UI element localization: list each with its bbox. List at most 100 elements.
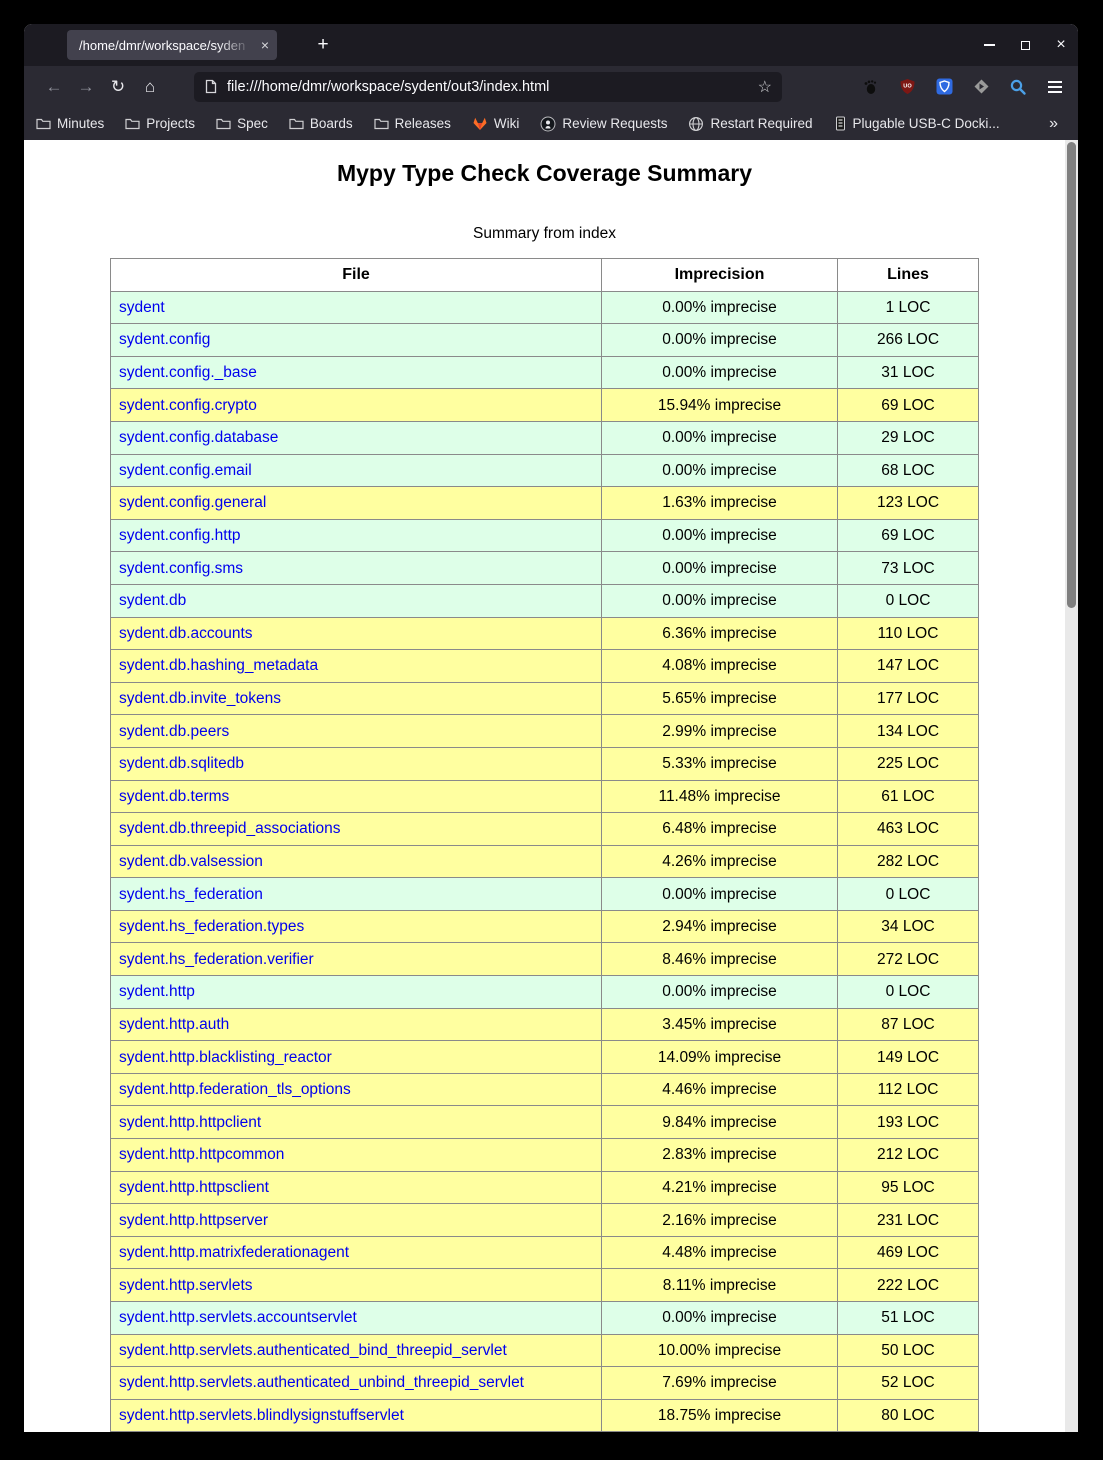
imprecision-cell: 6.36% imprecise xyxy=(601,616,838,651)
gnome-foot-icon[interactable] xyxy=(861,78,879,96)
bookmark-star-icon[interactable]: ☆ xyxy=(757,78,772,96)
file-link[interactable]: sydent.config.general xyxy=(119,494,267,512)
bookmark-projects[interactable]: Projects xyxy=(125,116,195,131)
folder-icon xyxy=(289,117,304,130)
url-bar[interactable]: file:///home/dmr/workspace/sydent/out3/i… xyxy=(194,71,782,102)
scrollbar-thumb[interactable] xyxy=(1067,142,1076,608)
file-link[interactable]: sydent.hs_federation.verifier xyxy=(119,950,314,968)
file-link[interactable]: sydent.http xyxy=(119,983,195,1001)
file-cell: sydent.http.matrixfederationagent xyxy=(110,1235,602,1270)
file-link[interactable]: sydent.config._base xyxy=(119,364,257,382)
file-link[interactable]: sydent.http.federation_tls_options xyxy=(119,1081,351,1099)
file-cell: sydent.db.hashing_metadata xyxy=(110,649,602,683)
file-link[interactable]: sydent.hs_federation xyxy=(119,885,263,903)
table-row: sydent.hs_federation 0.00% imprecise 0 L… xyxy=(110,877,979,911)
file-link[interactable]: sydent.db.terms xyxy=(119,787,230,805)
lines-cell: 0 LOC xyxy=(837,583,979,618)
file-link[interactable]: sydent.db.threepid_associations xyxy=(119,820,341,838)
maximize-button[interactable] xyxy=(1018,38,1032,52)
bookmark-restart-required[interactable]: Restart Required xyxy=(688,116,813,132)
menu-icon[interactable] xyxy=(1046,78,1064,96)
file-link[interactable]: sydent.hs_federation.types xyxy=(119,918,305,936)
bitwarden-icon[interactable] xyxy=(935,78,953,96)
file-link[interactable]: sydent.http.httpcommon xyxy=(119,1146,285,1164)
lines-cell: 61 LOC xyxy=(837,779,979,814)
file-link[interactable]: sydent.http.servlets.blindlysignstuffser… xyxy=(119,1407,404,1425)
file-cell: sydent.db.invite_tokens xyxy=(110,681,602,716)
table-row: sydent 0.00% imprecise 1 LOC xyxy=(110,290,979,325)
file-link[interactable]: sydent xyxy=(119,298,165,316)
bookmark-review-requests[interactable]: Review Requests xyxy=(540,116,667,132)
file-cell: sydent.http.servlets.blindlysignstuffser… xyxy=(110,1398,602,1432)
file-link[interactable]: sydent.db.invite_tokens xyxy=(119,690,281,708)
file-link[interactable]: sydent.config.crypto xyxy=(119,396,257,414)
bookmark-minutes[interactable]: Minutes xyxy=(36,116,104,131)
file-link[interactable]: sydent.db xyxy=(119,592,187,610)
file-link[interactable]: sydent.config.http xyxy=(119,527,241,545)
file-link[interactable]: sydent.http.auth xyxy=(119,1015,230,1033)
file-link[interactable]: sydent.http.servlets.authenticated_bind_… xyxy=(119,1341,507,1359)
file-link[interactable]: sydent.config xyxy=(119,331,211,349)
file-link[interactable]: sydent.config.database xyxy=(119,429,279,447)
file-link[interactable]: sydent.db.sqlitedb xyxy=(119,755,244,773)
search-icon[interactable] xyxy=(1009,78,1027,96)
bookmark-wiki[interactable]: Wiki xyxy=(472,116,519,131)
ublock-origin-icon[interactable]: UO xyxy=(898,78,916,96)
page-icon xyxy=(204,79,218,94)
file-link[interactable]: sydent.http.blacklisting_reactor xyxy=(119,1048,332,1066)
bookmark-label: Projects xyxy=(146,116,196,131)
file-link[interactable]: sydent.db.peers xyxy=(119,722,230,740)
reload-icon[interactable]: ↻ xyxy=(110,76,126,96)
imprecision-cell: 7.69% imprecise xyxy=(601,1366,838,1400)
bookmark-spec[interactable]: Spec xyxy=(216,116,268,131)
file-link[interactable]: sydent.config.sms xyxy=(119,559,244,577)
plasma-integration-icon[interactable] xyxy=(972,78,990,96)
back-icon[interactable]: ← xyxy=(45,76,63,96)
file-cell: sydent.http.httpclient xyxy=(110,1105,602,1140)
close-button[interactable]: × xyxy=(1056,36,1066,53)
file-link[interactable]: sydent.http.httpsclient xyxy=(119,1178,269,1196)
file-link[interactable]: sydent.config.email xyxy=(119,461,252,479)
file-link[interactable]: sydent.http.servlets xyxy=(119,1276,253,1294)
file-link[interactable]: sydent.http.httpserver xyxy=(119,1211,269,1229)
folder-icon xyxy=(36,117,51,130)
device-icon xyxy=(834,116,847,131)
file-link[interactable]: sydent.http.matrixfederationagent xyxy=(119,1244,350,1262)
lines-cell: 51 LOC xyxy=(837,1301,979,1335)
bookmarks-overflow-icon[interactable]: » xyxy=(1049,114,1058,132)
file-cell: sydent.config.http xyxy=(110,518,602,553)
file-cell: sydent.http.servlets.authenticated_bind_… xyxy=(110,1333,602,1368)
tab-close-icon[interactable]: × xyxy=(260,37,269,53)
minimize-button[interactable] xyxy=(982,38,996,52)
file-link[interactable]: sydent.http.servlets.authenticated_unbin… xyxy=(119,1374,524,1392)
table-row: sydent.http.servlets.blindlysignstuffser… xyxy=(110,1398,979,1432)
file-cell: sydent.db xyxy=(110,583,602,618)
bookmark-boards[interactable]: Boards xyxy=(289,116,353,131)
imprecision-cell: 14.09% imprecise xyxy=(601,1040,838,1074)
new-tab-button[interactable]: + xyxy=(317,34,329,55)
table-row: sydent.http.matrixfederationagent 4.48% … xyxy=(110,1235,979,1270)
url-text[interactable]: file:///home/dmr/workspace/sydent/out3/i… xyxy=(227,78,550,95)
bookmark-releases[interactable]: Releases xyxy=(374,116,451,131)
file-cell: sydent.http.auth xyxy=(110,1007,602,1042)
file-link[interactable]: sydent.db.valsession xyxy=(119,852,263,870)
bookmark-plugable-dock[interactable]: Plugable USB-C Docki... xyxy=(834,116,1000,131)
globe-icon xyxy=(688,116,704,132)
imprecision-cell: 2.94% imprecise xyxy=(601,909,838,944)
home-icon[interactable]: ⌂ xyxy=(144,76,156,96)
lines-cell: 34 LOC xyxy=(837,909,979,944)
lines-cell: 469 LOC xyxy=(837,1235,979,1270)
forward-icon[interactable]: → xyxy=(77,76,95,96)
file-cell: sydent.config.email xyxy=(110,453,602,488)
file-link[interactable]: sydent.db.hashing_metadata xyxy=(119,657,319,675)
vertical-scrollbar[interactable] xyxy=(1065,140,1078,1432)
file-link[interactable]: sydent.db.accounts xyxy=(119,624,253,642)
file-cell: sydent.http.servlets.accountservlet xyxy=(110,1301,602,1335)
file-cell: sydent.http.servlets xyxy=(110,1268,602,1302)
table-row: sydent.db.hashing_metadata 4.08% impreci… xyxy=(110,649,979,683)
lines-cell: 73 LOC xyxy=(837,551,979,585)
file-link[interactable]: sydent.http.httpclient xyxy=(119,1113,262,1131)
file-link[interactable]: sydent.http.servlets.accountservlet xyxy=(119,1309,357,1327)
tab-active[interactable]: /home/dmr/workspace/syden × xyxy=(67,30,277,60)
lines-cell: 52 LOC xyxy=(837,1366,979,1400)
